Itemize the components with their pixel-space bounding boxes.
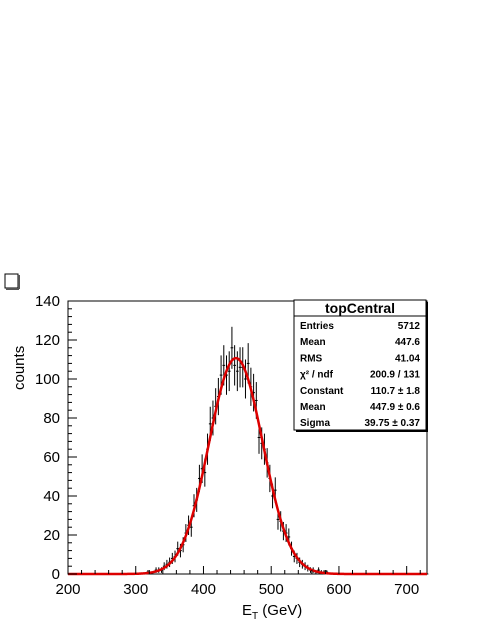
stats-box-title: topCentral: [325, 300, 395, 316]
x-axis-title-main: E: [242, 602, 252, 619]
stats-row-label: Mean: [300, 402, 326, 413]
x-tick-label-300: 300: [123, 581, 148, 598]
stats-row-value: 447.6: [395, 337, 420, 348]
x-tick-label-400: 400: [191, 581, 216, 598]
y-tick-label-120: 120: [35, 332, 60, 349]
stats-box: topCentral Entries 5712 Mean 447.6 RMS 41.04 χ…: [293, 299, 428, 432]
y-tick-label-0: 0: [52, 566, 60, 583]
y-axis-title: counts: [11, 346, 28, 390]
y-tick-label-100: 100: [35, 371, 60, 388]
x-tick-label-500: 500: [259, 581, 284, 598]
stats-row-value: 41.04: [395, 353, 420, 364]
x-tick-label-700: 700: [394, 581, 419, 598]
x-tick-label-600: 600: [326, 581, 351, 598]
canvas-toggle-box[interactable]: [4, 273, 19, 289]
axis-layer: 200 300 400 500 600 700 0 20 40 60 80 100 120 140: [35, 293, 421, 598]
stats-row-value: 447.9 ± 0.6: [370, 402, 420, 413]
stats-row-label: Entries: [300, 321, 334, 332]
stats-row-label: Sigma: [300, 418, 330, 429]
y-tick-label-40: 40: [43, 488, 60, 505]
y-tick-label-20: 20: [43, 527, 60, 544]
y-tick-label-80: 80: [43, 410, 60, 427]
gaussian-fit-curve: [68, 356, 427, 576]
stats-rows: Entries 5712 Mean 447.6 RMS 41.04 χ² / ndf 200.…: [300, 321, 420, 429]
stats-row-value: 5712: [398, 321, 421, 332]
x-axis-title-unit: (GeV): [258, 602, 302, 619]
stats-row-value: 39.75 ± 0.37: [364, 418, 420, 429]
stats-row-value: 200.9 / 131: [370, 370, 420, 381]
plot-frame: [67, 300, 428, 575]
stats-row-value: 110.7 ± 1.8: [371, 386, 421, 397]
x-tick-label-200: 200: [55, 581, 80, 598]
stats-row-label: RMS: [300, 353, 323, 364]
x-axis-title: ET (GeV): [242, 602, 302, 622]
y-tick-label-60: 60: [43, 449, 60, 466]
stats-row-label: Constant: [300, 386, 344, 397]
stats-box-panel: [293, 299, 427, 431]
fit-layer: [68, 356, 427, 576]
x-axis-title-subscript: T: [252, 611, 258, 622]
stats-row-label: χ² / ndf: [300, 370, 334, 381]
y-tick-label-140: 140: [35, 293, 60, 310]
stats-row-label: Mean: [300, 337, 326, 348]
